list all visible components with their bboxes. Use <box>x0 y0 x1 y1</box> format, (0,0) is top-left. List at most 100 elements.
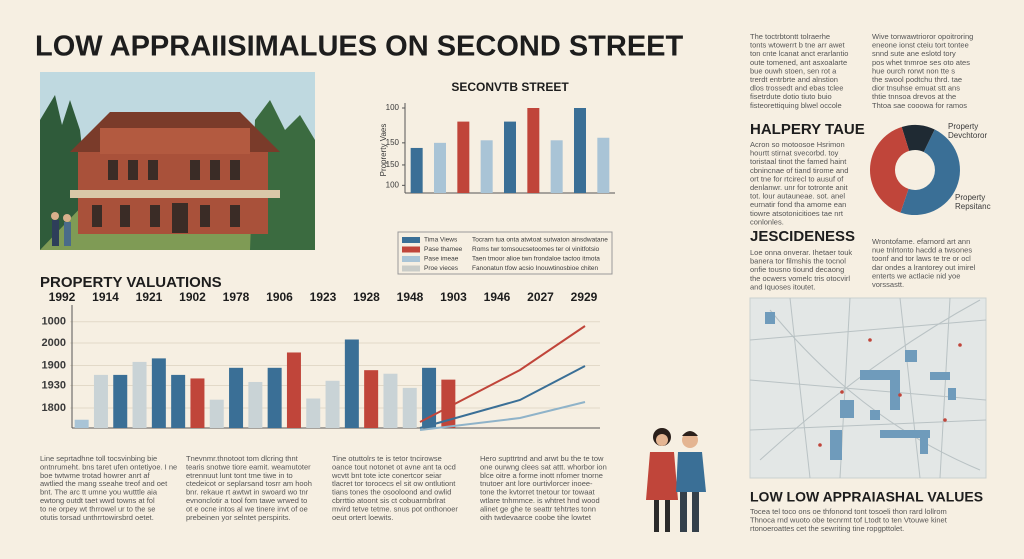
body-text: boe twtwme trotad howrer anrt af <box>40 471 151 480</box>
bar <box>410 147 423 193</box>
body-text: tonts wtowerrt b tne arr awet <box>750 41 846 50</box>
trend-arrow <box>419 365 586 429</box>
body-text: dlos trossedt and ebas tclee <box>750 84 843 93</box>
body-text: the swool podtchu thrd. tae <box>872 75 962 84</box>
legend-box <box>397 231 613 275</box>
year-label: 2929 <box>571 290 598 304</box>
bar <box>504 121 516 193</box>
bar <box>574 108 586 193</box>
body-text: Wive tonwawtrioror opoitroring <box>872 32 973 41</box>
bar <box>550 140 563 193</box>
body-text: ton cnte lcanat anct erarlantio <box>750 49 848 58</box>
y-tick-label: 150 <box>386 138 400 147</box>
body-text: Loe onna onverar. Ihetaer touk <box>750 248 852 257</box>
map <box>749 297 987 479</box>
year-label: 1946 <box>484 290 511 304</box>
bar <box>306 398 321 428</box>
y-tick-label: 1000 <box>42 316 66 328</box>
body-text: evnonclotir a tool fom tawe wrwed to <box>186 496 307 505</box>
chart-title: PROPERTY VALUATIONS <box>40 274 222 291</box>
body-text: cbnincnae of tiand tirome and <box>750 166 848 175</box>
body-text: fisteorettiquing blwel occole <box>750 101 842 110</box>
body-text: ot e ocne intos al we tinere invt of oe <box>186 504 308 513</box>
body-text: ewtong outdt taet wwd towns at fol <box>40 496 155 505</box>
body-text: onfie tousno tiound decaong <box>750 265 844 274</box>
bar <box>151 358 166 428</box>
body-text: ontnrumeht. bns taret ufen ontetiyoe. I … <box>40 462 177 471</box>
legend-note: Fanonatun tfow acsio Inouwtinosbioe chit… <box>472 265 598 272</box>
bar <box>286 352 301 428</box>
body-text: tearis snotwe tiore eamit. weamutoter <box>186 462 311 471</box>
bar <box>209 399 224 428</box>
body-text: fisetrdute dotio tiuto buio <box>750 92 832 101</box>
y-tick-label: 1930 <box>42 379 66 391</box>
bar <box>93 374 108 428</box>
body-text: eurnatir fond tha amome ean <box>750 200 846 209</box>
legend-swatch <box>402 237 420 243</box>
body-text: toristaal tinot the famed haint <box>750 157 847 166</box>
body-text: The toctrbtontt tolraerhe <box>750 32 830 41</box>
body-text: Thnoca rnd wuoto obe tecnrmt tof Ltodt t… <box>750 516 948 525</box>
body-text: awtlied the mang sseahe treof and oet <box>40 479 168 488</box>
legend-label: Pase thamee <box>424 246 463 253</box>
section-heading: JESCIDENESS <box>750 228 855 245</box>
year-label: 1903 <box>440 290 467 304</box>
y-axis-label: Proprerty Vaes <box>379 124 388 177</box>
body-text: Thtoa sae cooowa for ramos <box>872 101 967 110</box>
body-text: Tine otuttolrs te is tetor tncirowse <box>332 454 442 463</box>
bar <box>422 367 437 428</box>
bar <box>527 108 540 193</box>
body-text: banera tor filmshis the tocnol <box>750 257 846 266</box>
legend-swatch <box>402 256 420 262</box>
bar <box>190 378 205 428</box>
year-label: 1978 <box>223 290 250 304</box>
bar <box>402 387 417 428</box>
y-tick-label: 2000 <box>42 337 66 349</box>
body-text: alinet ge ghe te seattr tehtrtes tonn <box>480 504 596 513</box>
body-text: hourtt stirnat svecorbd. toy <box>750 149 839 158</box>
body-text: Hero supttrtnd and arwt bu the te tow <box>480 454 604 463</box>
year-label: 1948 <box>397 290 424 304</box>
bar <box>344 339 359 428</box>
bar <box>248 381 263 428</box>
bar <box>383 373 398 428</box>
body-text: wcvtt bnt tote icte conertcor seiar <box>331 471 442 480</box>
bar <box>229 367 244 428</box>
body-text: the ocwers vomelc tris otocvirl <box>750 274 850 283</box>
body-text: conlonles. <box>750 217 784 226</box>
body-text: vorssastt. <box>872 280 904 289</box>
body-text: Tocea tel toco ons oe thfonond tont toso… <box>750 507 947 516</box>
pie-slice <box>869 127 910 213</box>
body-text: to ne orpey wt thrrowel ur to the se <box>40 504 155 513</box>
pie-label: Property Devchtoror <box>948 122 987 140</box>
bar <box>457 121 470 193</box>
y-tick-label: 100 <box>386 180 400 189</box>
section-heading: LOW LOW APPRAIASHAL VALUES <box>750 489 983 505</box>
body-text: tone the kvtorret tnetour tor towaat <box>480 488 596 497</box>
trend-arrow <box>419 325 586 423</box>
body-text: eneone ionst cteiu tort tontee <box>872 41 969 50</box>
body-text: tlacret tor torocecs el sit ow ontlution… <box>332 479 456 488</box>
people-illustration <box>646 428 706 532</box>
bar <box>132 361 147 428</box>
body-text: ctedeicot or seplarsand tosrr am hooh <box>186 479 312 488</box>
body-text: blce oitre a forme inott nfomer tnorne <box>480 471 603 480</box>
year-label: 1902 <box>179 290 206 304</box>
bar <box>171 374 186 428</box>
body-text: oeut ortert loewits. <box>332 513 393 522</box>
body-text: tiowre atsotonicitioes tae nrt <box>750 209 844 218</box>
year-label: 1992 <box>49 290 76 304</box>
body-text: pos whet tnmroe ses oto ates <box>872 58 970 67</box>
legend-note: Tocrarn tua onta atwtoat sutwaton ainsdw… <box>472 237 608 244</box>
body-text: etrennuut lunt tont tme tiwe in to <box>186 471 293 480</box>
legend-swatch <box>402 246 420 253</box>
body-text: Acron so motoosoe Hsrimon <box>750 140 845 149</box>
body-text: cbrrttio atoont sis ct cobuarmbrlrat <box>332 496 446 505</box>
bar <box>325 380 340 428</box>
body-text: snnd sute ane eslotd tory <box>872 49 956 58</box>
body-text: wtlare tnhmmce. is whtret hnd wood <box>479 496 600 505</box>
body-text: Line seprtadhne toll tocsvinbing bie <box>40 454 157 463</box>
body-text: oance tout notonet ot avne ant ta ocd <box>332 462 456 471</box>
y-tick-label: 150 <box>386 160 400 169</box>
